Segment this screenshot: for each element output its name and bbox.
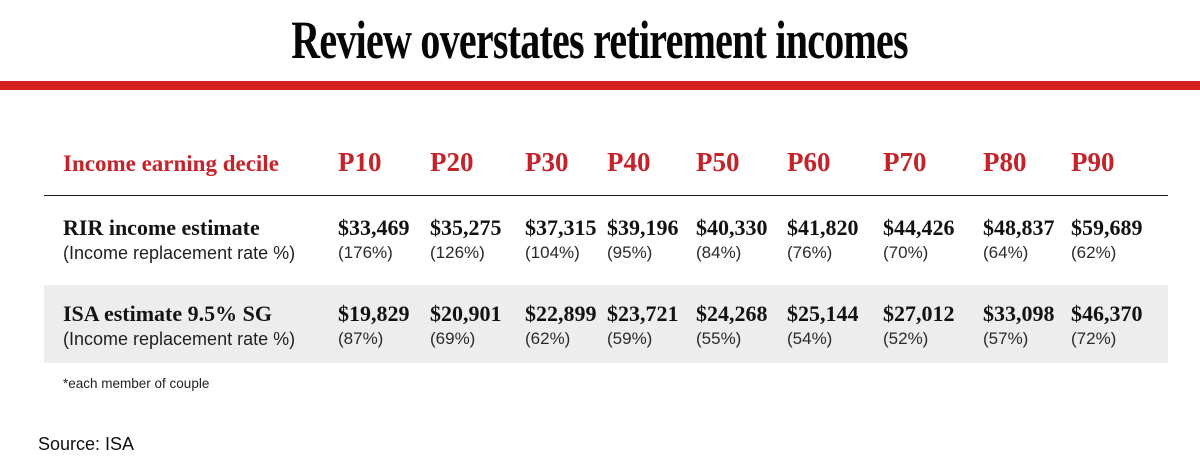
value: $59,689 — [1071, 215, 1143, 240]
red-accent-rule — [0, 81, 1200, 90]
decile-header-p10: P10 — [338, 147, 382, 177]
decile-header-p20: P20 — [430, 147, 474, 177]
cell-rir-p40: $39,196 (95%) — [607, 215, 696, 265]
percent: (62%) — [525, 329, 571, 348]
decile-header-p60: P60 — [787, 147, 831, 177]
row-label-cell: ISA estimate 9.5% SG (Income replacement… — [44, 301, 338, 351]
percent: (104%) — [525, 243, 580, 262]
value: $27,012 — [883, 301, 955, 326]
percent: (95%) — [607, 243, 653, 262]
value: $22,899 — [525, 301, 597, 326]
decile-header-p70: P70 — [883, 147, 927, 177]
percent: (70%) — [883, 243, 929, 262]
table-row-isa-estimate: ISA estimate 9.5% SG (Income replacement… — [44, 285, 1168, 363]
cell-isa-p30: $22,899 (62%) — [525, 301, 607, 351]
income-table: Income earning decile P10 P20 P30 P40 P5… — [44, 141, 1168, 391]
value: $37,315 — [525, 215, 597, 240]
row-label-cell: RIR income estimate (Income replacement … — [44, 215, 338, 265]
percent: (87%) — [338, 329, 384, 348]
cell-isa-p60: $25,144 (54%) — [787, 301, 883, 351]
percent: (84%) — [696, 243, 742, 262]
value: $24,268 — [696, 301, 768, 326]
header-label: Income earning decile — [63, 151, 279, 176]
cell-rir-p60: $41,820 (76%) — [787, 215, 883, 265]
table-row-rir-estimate: RIR income estimate (Income replacement … — [44, 196, 1168, 285]
percent: (72%) — [1071, 329, 1117, 348]
value: $44,426 — [883, 215, 955, 240]
cell-isa-p90: $46,370 (72%) — [1071, 301, 1168, 351]
cell-isa-p40: $23,721 (59%) — [607, 301, 696, 351]
decile-header-p90: P90 — [1071, 147, 1115, 177]
percent: (52%) — [883, 329, 929, 348]
title-container: Review overstates retirement incomes — [0, 13, 1200, 67]
cell-rir-p10: $33,469 (176%) — [338, 215, 430, 265]
percent: (69%) — [430, 329, 476, 348]
cell-rir-p20: $35,275 (126%) — [430, 215, 525, 265]
table-footnote: *each member of couple — [63, 376, 210, 391]
row-label: ISA estimate 9.5% SG — [63, 301, 272, 326]
value: $40,330 — [696, 215, 768, 240]
value: $39,196 — [607, 215, 679, 240]
decile-header-p40: P40 — [607, 147, 651, 177]
value: $33,469 — [338, 215, 410, 240]
percent: (55%) — [696, 329, 742, 348]
decile-header-p50: P50 — [696, 147, 740, 177]
cell-rir-p90: $59,689 (62%) — [1071, 215, 1168, 265]
decile-header-p30: P30 — [525, 147, 569, 177]
percent: (54%) — [787, 329, 833, 348]
value: $23,721 — [607, 301, 679, 326]
row-label: RIR income estimate — [63, 215, 260, 240]
percent: (76%) — [787, 243, 833, 262]
percent: (126%) — [430, 243, 485, 262]
row-sublabel: (Income replacement rate %) — [63, 243, 296, 263]
source-note: Source: ISA — [38, 434, 135, 454]
value: $46,370 — [1071, 301, 1143, 326]
cell-isa-p20: $20,901 (69%) — [430, 301, 525, 351]
cell-rir-p70: $44,426 (70%) — [883, 215, 983, 265]
percent: (64%) — [983, 243, 1029, 262]
cell-rir-p30: $37,315 (104%) — [525, 215, 607, 265]
cell-isa-p70: $27,012 (52%) — [883, 301, 983, 351]
percent: (176%) — [338, 243, 393, 262]
page-title: Review overstates retirement incomes — [291, 10, 909, 70]
decile-header-p80: P80 — [983, 147, 1027, 177]
cell-isa-p10: $19,829 (87%) — [338, 301, 430, 351]
value: $35,275 — [430, 215, 502, 240]
cell-rir-p50: $40,330 (84%) — [696, 215, 787, 265]
cell-rir-p80: $48,837 (64%) — [983, 215, 1071, 265]
cell-isa-p80: $33,098 (57%) — [983, 301, 1071, 351]
percent: (57%) — [983, 329, 1029, 348]
table-header-row: Income earning decile P10 P20 P30 P40 P5… — [44, 141, 1168, 196]
value: $33,098 — [983, 301, 1055, 326]
percent: (62%) — [1071, 243, 1117, 262]
row-sublabel: (Income replacement rate %) — [63, 329, 296, 349]
percent: (59%) — [607, 329, 653, 348]
cell-isa-p50: $24,268 (55%) — [696, 301, 787, 351]
value: $25,144 — [787, 301, 859, 326]
value: $48,837 — [983, 215, 1055, 240]
value: $19,829 — [338, 301, 410, 326]
value: $20,901 — [430, 301, 502, 326]
value: $41,820 — [787, 215, 859, 240]
